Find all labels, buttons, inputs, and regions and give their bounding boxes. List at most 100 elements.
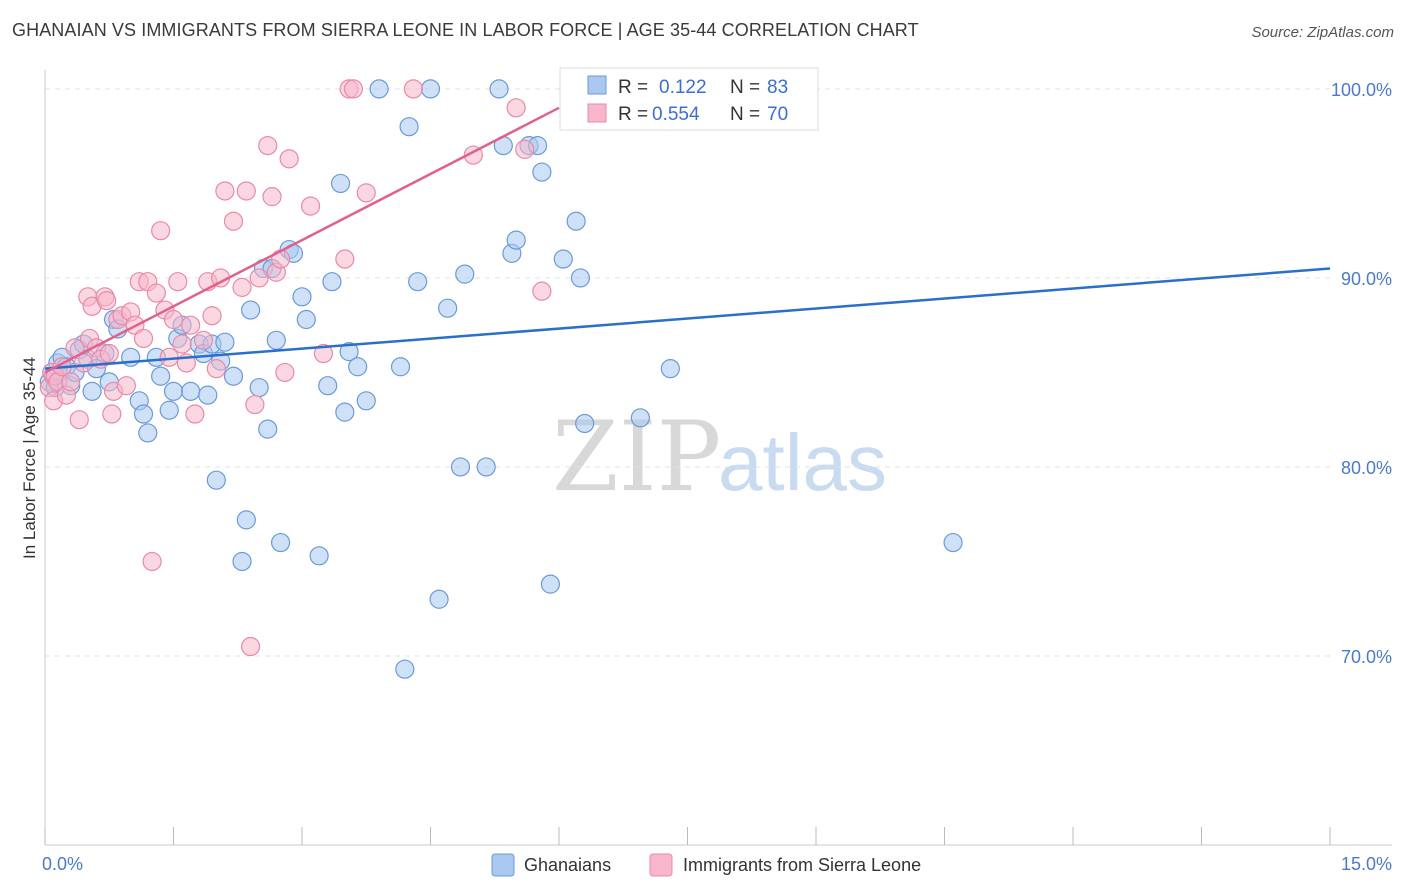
sierra-leone-point — [116, 376, 136, 396]
ghanaian-point — [408, 272, 428, 292]
ghanaian-point — [630, 408, 650, 428]
sierra-leone-point — [515, 139, 535, 159]
sierra-leone-point — [249, 268, 269, 288]
legend-swatch-pink — [587, 103, 607, 123]
sierra-leone-point — [300, 196, 321, 216]
ghanaian-point — [943, 532, 963, 553]
sierra-leone-point — [168, 272, 188, 292]
bottom-legend-swatch-blue — [491, 853, 515, 877]
ghanaian-point — [266, 330, 286, 350]
sierra-leone-point — [275, 362, 295, 383]
ghanaian-point — [506, 230, 526, 250]
sierra-leone-point — [202, 306, 222, 326]
bottom-legend-label-sierra-leone: Immigrants from Sierra Leone — [683, 855, 921, 875]
sierra-leone-point — [241, 636, 261, 657]
ghanaian-point — [151, 366, 171, 386]
ghanaian-point — [455, 264, 475, 284]
ghanaian-point — [223, 366, 244, 386]
ghanaian-point — [138, 423, 158, 443]
ghanaian-point — [476, 457, 496, 477]
ghanaian-point — [395, 659, 415, 679]
sierra-leone-point — [532, 281, 552, 301]
sierra-leone-point — [335, 249, 355, 269]
ghanaian-point — [82, 381, 102, 401]
legend-r-value-2: 0.554 — [652, 104, 700, 125]
ghanaian-point — [570, 268, 591, 288]
ghanaian-point — [553, 249, 573, 269]
ghanaian-point — [309, 546, 329, 566]
ghanaian-point — [133, 404, 154, 424]
sierra-leone-point — [262, 187, 282, 207]
ghanaian-point — [215, 332, 235, 352]
ghanaian-point — [270, 532, 291, 553]
ghanaian-point — [249, 377, 269, 398]
bottom-legend-swatch-pink — [649, 853, 673, 877]
y-axis-label: In Labor Force | Age 35-44 — [20, 357, 39, 559]
sierra-leone-point — [181, 315, 201, 335]
ghanaian-point — [198, 385, 218, 405]
sierra-leone-point — [146, 283, 166, 303]
ghanaian-point — [660, 359, 680, 379]
y-tick-label: 80.0% — [1341, 458, 1392, 478]
legend-n-label-2: N = — [730, 104, 760, 125]
ghanaian-point — [236, 510, 256, 530]
ghanaian-point — [258, 419, 278, 439]
chart-title: GHANAIAN VS IMMIGRANTS FROM SIERRA LEONE… — [12, 20, 919, 40]
sierra-leone-point — [356, 183, 376, 203]
x-tick-label: 15.0% — [1341, 854, 1392, 874]
sierra-leone-point — [506, 98, 526, 118]
watermark-atlas: atlas — [718, 418, 887, 507]
ghanaian-point — [532, 162, 552, 182]
sierra-leone-point — [193, 330, 214, 350]
bottom-legend-label-ghanaians: Ghanaians — [524, 855, 611, 875]
ghanaian-point — [339, 342, 359, 362]
sierra-leone-point — [279, 149, 299, 169]
legend-swatch-blue — [587, 75, 607, 95]
stats-legend: R = 0.122 N = 83 R = 0.554 N = 70 — [559, 67, 819, 131]
ghanaian-point — [292, 287, 312, 307]
ghanaian-point — [181, 381, 201, 401]
ghanaian-point — [575, 413, 595, 434]
sierra-leone-point — [245, 394, 265, 415]
series-legend: Ghanaians Immigrants from Sierra Leone — [491, 853, 921, 877]
ghanaian-point — [335, 402, 355, 422]
legend-r-label-1: R = — [618, 77, 648, 98]
legend-r-label-2: R = — [618, 104, 648, 125]
sierra-leone-point — [99, 343, 119, 364]
trend-lines — [44, 106, 1331, 374]
ghanaian-point — [163, 381, 184, 401]
ghanaian-point — [566, 211, 586, 231]
legend-r-value-1: 0.122 — [659, 77, 707, 98]
sierra-leone-point — [163, 309, 184, 330]
sierra-leone-point — [61, 372, 81, 392]
ghanaian-trend-line — [44, 267, 1331, 370]
ghanaian-point — [390, 357, 411, 377]
ghanaian-point — [369, 79, 389, 99]
ghanaian-point — [420, 79, 441, 99]
sierra-leone-points — [39, 79, 552, 657]
legend-n-value-1: 83 — [767, 77, 788, 98]
sierra-leone-point — [172, 334, 192, 354]
ghanaian-point — [489, 79, 509, 99]
sierra-leone-point — [142, 551, 162, 572]
ghanaian-point — [241, 300, 261, 320]
sierra-leone-point — [215, 181, 235, 201]
sierra-leone-point — [206, 359, 226, 379]
y-tick-label: 100.0% — [1331, 80, 1392, 100]
ghanaian-point — [296, 309, 316, 330]
sierra-leone-point — [270, 249, 291, 269]
sierra-leone-point — [97, 291, 117, 311]
sierra-leone-point — [69, 410, 89, 430]
sierra-leone-point — [185, 404, 205, 424]
sierra-leone-trend-line — [44, 106, 560, 374]
y-tick-label: 70.0% — [1341, 647, 1392, 667]
sierra-leone-point — [313, 343, 334, 364]
ghanaian-point — [356, 391, 376, 411]
ghanaian-point — [159, 400, 179, 420]
ghanaian-point — [450, 457, 471, 477]
ghanaian-point — [348, 357, 368, 377]
ghanaian-point — [322, 272, 342, 292]
ghanaian-point — [438, 298, 458, 318]
legend-n-value-2: 70 — [767, 104, 788, 125]
